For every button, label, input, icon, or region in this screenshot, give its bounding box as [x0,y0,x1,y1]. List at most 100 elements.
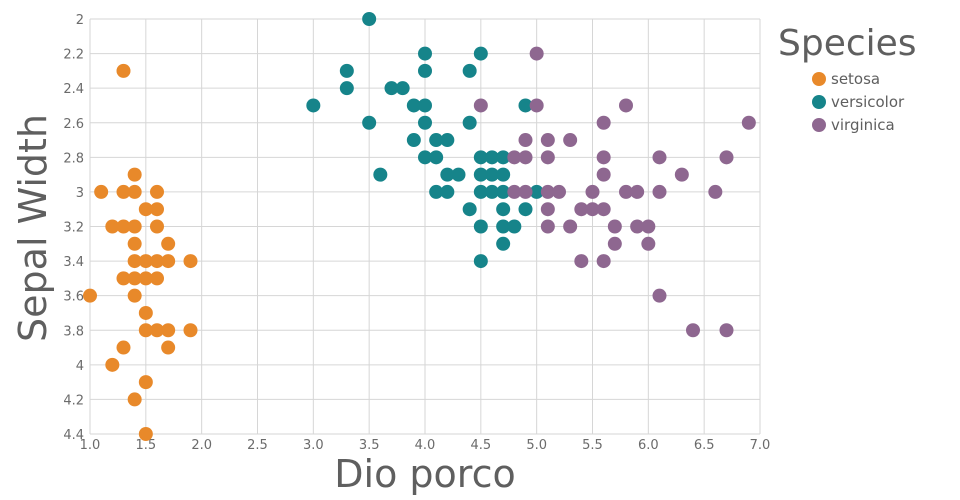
data-point-versicolor [507,219,522,234]
data-point-setosa [183,254,198,269]
data-point-virginica [619,98,633,113]
data-point-setosa [94,184,109,199]
data-point-setosa [150,323,164,338]
data-point-versicolor [496,219,511,234]
data-point-virginica [540,202,555,217]
data-point-versicolor [362,12,377,26]
x-tick-label: 3.5 [359,438,380,453]
y-tick-label: 2.6 [63,117,84,132]
data-point-virginica [652,150,667,165]
series-setosa [83,63,198,441]
data-point-setosa [83,288,97,303]
series-versicolor [306,12,544,269]
data-point-versicolor [406,98,421,113]
data-point-versicolor [462,63,477,78]
x-axis-title: Dio porco [334,452,515,496]
data-point-virginica [529,46,544,61]
y-axis-title: Sepal Width [11,114,55,342]
data-point-versicolor [518,202,533,217]
data-point-virginica [719,150,734,165]
data-point-versicolor [529,184,544,199]
data-point-virginica [473,98,488,113]
data-point-versicolor [406,133,421,148]
data-point-setosa [138,323,153,338]
data-point-virginica [563,219,578,234]
data-point-versicolor [485,184,499,199]
data-point-virginica [652,288,667,303]
x-tick-label: 2.5 [247,438,268,453]
x-tick-label: 6.5 [694,438,715,453]
data-point-virginica [540,219,555,234]
data-point-virginica [518,133,533,148]
legend: Species setosa versicolor virginica [778,23,917,134]
data-point-virginica [607,236,622,251]
data-point-versicolor [462,202,477,217]
data-point-virginica [596,115,611,130]
data-point-versicolor [440,133,455,148]
y-tick-label: 2.4 [63,82,84,97]
data-point-versicolor [418,98,432,113]
data-point-setosa [161,340,176,355]
legend-label-virginica: virginica [831,116,895,134]
data-point-versicolor [451,167,466,182]
data-point-versicolor [418,63,432,78]
y-tick-label: 3.6 [63,290,84,305]
data-point-virginica [674,167,689,182]
data-point-virginica [529,98,544,113]
data-point-virginica [619,184,633,199]
legend-marker-setosa [812,72,826,86]
data-point-versicolor [429,133,444,148]
data-point-virginica [630,184,645,199]
data-point-virginica [585,184,600,199]
data-point-versicolor [418,150,432,165]
data-point-virginica [719,323,734,338]
data-point-setosa [161,323,176,338]
data-point-setosa [161,236,176,251]
data-point-setosa [127,219,142,234]
y-tick-label: 4.4 [63,428,84,443]
y-tick-label: 3 [76,186,84,201]
data-point-virginica [607,219,622,234]
data-point-setosa [138,375,153,390]
data-point-virginica [596,202,611,217]
y-tick-label: 3.2 [63,221,84,236]
data-point-versicolor [395,81,410,96]
data-point-setosa [138,305,153,320]
data-point-virginica [641,236,656,251]
legend-label-versicolor: versicolor [831,93,905,111]
data-point-virginica [596,167,611,182]
y-tick-label: 2.2 [63,48,84,63]
x-tick-label: 5.5 [582,438,603,453]
data-point-setosa [138,254,153,269]
data-point-setosa [150,184,164,199]
data-points [83,12,756,441]
data-point-virginica [518,150,533,165]
data-point-virginica [686,323,700,338]
data-point-setosa [127,271,142,286]
data-point-setosa [127,184,142,199]
data-point-virginica [741,115,756,130]
data-point-setosa [138,427,153,441]
data-point-versicolor [473,219,488,234]
tick-labels: 1.0 1.5 2.0 2.5 3.0 3.5 4.0 4.5 5.0 5.5 6.0 6.5 7.0 2… [63,13,770,453]
data-point-versicolor [339,81,354,96]
x-tick-label: 4.5 [470,438,491,453]
y-tick-label: 3.4 [63,255,84,270]
legend-title: Species [778,23,917,64]
data-point-setosa [127,288,142,303]
data-point-virginica [552,184,566,199]
data-point-virginica [585,202,600,217]
data-point-virginica [641,219,656,234]
data-point-versicolor [429,150,444,165]
data-point-versicolor [384,81,399,96]
data-point-versicolor [373,167,388,182]
data-point-versicolor [473,46,488,61]
x-tick-label: 2.0 [191,438,212,453]
data-point-setosa [116,219,131,234]
legend-label-setosa: setosa [831,70,880,88]
data-point-setosa [116,271,131,286]
data-point-setosa [127,254,142,269]
data-point-setosa [150,271,164,286]
